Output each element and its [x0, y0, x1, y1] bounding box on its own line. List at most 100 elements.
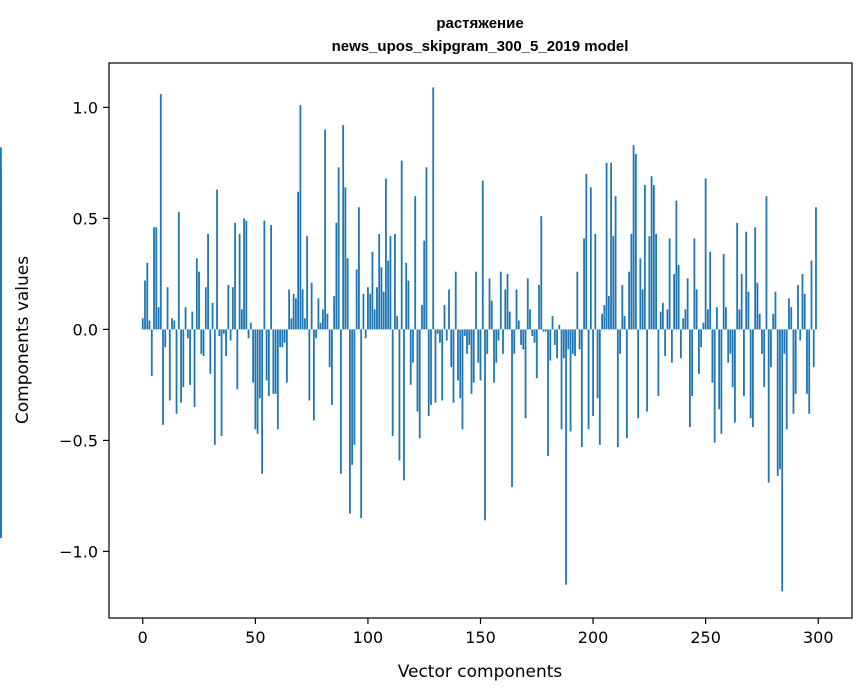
bar [558, 324, 561, 330]
bar [504, 289, 507, 330]
bar [342, 125, 345, 330]
bar [544, 329, 547, 332]
bar [439, 329, 441, 343]
bar [425, 167, 428, 330]
bar [488, 278, 491, 330]
bar [344, 187, 347, 330]
bar [797, 285, 799, 330]
bar [285, 329, 288, 383]
bar [808, 329, 811, 414]
bar [211, 302, 214, 330]
bar [803, 293, 806, 330]
bar [321, 309, 324, 330]
bar [427, 329, 430, 416]
bar [326, 313, 329, 330]
bar [601, 313, 603, 330]
bar [380, 267, 383, 330]
bar [542, 329, 545, 332]
bar [340, 329, 342, 474]
bar [310, 282, 313, 330]
bar [806, 329, 808, 394]
bar [180, 329, 182, 403]
bar [412, 329, 414, 363]
bar [598, 329, 601, 445]
bar [216, 189, 218, 330]
bar [207, 233, 209, 330]
bar [553, 329, 556, 345]
bar [659, 311, 662, 330]
bar [587, 329, 590, 430]
bar [639, 258, 642, 330]
bar [423, 240, 426, 330]
bar [337, 167, 340, 330]
bar [585, 174, 588, 330]
bar [758, 313, 761, 330]
bar [389, 236, 392, 330]
bar [249, 322, 252, 330]
bar [0, 313, 2, 330]
bar [312, 329, 315, 421]
bar [349, 329, 351, 514]
bar [565, 329, 567, 585]
bar [747, 291, 750, 330]
bar [195, 258, 198, 330]
bar [164, 329, 167, 348]
bar [785, 329, 788, 430]
bar [605, 162, 608, 330]
bar [382, 291, 385, 330]
bar [432, 87, 435, 330]
bar [441, 329, 444, 401]
bar [535, 329, 538, 379]
bar [700, 329, 703, 348]
bar [815, 207, 817, 330]
bar [371, 251, 374, 330]
bar [578, 329, 581, 350]
bar [499, 271, 502, 330]
bar [202, 329, 205, 357]
bar [718, 329, 721, 410]
bar [531, 329, 534, 337]
bar [734, 329, 736, 423]
bar [288, 289, 291, 330]
bar [772, 313, 775, 330]
bar [209, 329, 212, 374]
bar [267, 329, 270, 396]
bar [186, 329, 189, 339]
bar [274, 329, 277, 394]
bar [628, 271, 630, 330]
bar [650, 176, 653, 330]
bar [189, 329, 191, 385]
bar [711, 329, 714, 383]
chart-subtitle: news_upos_skipgram_300_5_2019 model [332, 38, 629, 55]
bar [294, 298, 297, 330]
bar [234, 222, 236, 330]
bar [247, 329, 250, 339]
bar [596, 329, 599, 399]
bar [745, 231, 748, 330]
bar [364, 329, 367, 339]
bar [373, 309, 376, 330]
bar [484, 329, 486, 521]
bar [709, 251, 712, 330]
bar [391, 329, 394, 436]
bar [328, 329, 331, 368]
bar [454, 271, 457, 330]
bar [614, 196, 617, 330]
bar [166, 287, 169, 330]
bar [673, 273, 676, 330]
bar [562, 329, 565, 359]
bar [225, 329, 227, 357]
bar [355, 269, 358, 330]
bar [603, 304, 606, 330]
bar [369, 293, 372, 330]
bar [736, 222, 739, 330]
bar [385, 178, 387, 330]
bar [707, 309, 709, 330]
bar [716, 307, 718, 330]
bar [506, 273, 509, 330]
bar [324, 129, 327, 330]
bar [306, 236, 309, 330]
bar [477, 329, 480, 363]
bar [193, 329, 196, 408]
